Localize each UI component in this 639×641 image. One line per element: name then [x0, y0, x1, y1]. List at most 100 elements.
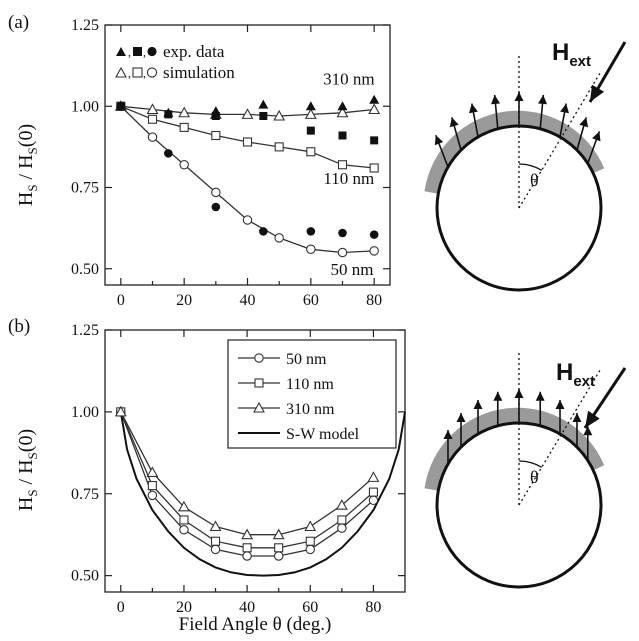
thickness-annotation: 110 nm [323, 169, 374, 188]
arrow-head [535, 391, 545, 401]
field-direction-line [518, 70, 602, 209]
data-point-circle [179, 525, 189, 535]
data-point-solid-square [338, 131, 347, 140]
data-point-triangle [241, 528, 254, 540]
field-direction-line [518, 367, 602, 506]
y-tick-label: 1.25 [71, 17, 99, 34]
data-point-open-square [147, 114, 158, 124]
data-point-solid-circle [259, 227, 268, 236]
axis-ticks: 0 20 40 60 80 0.50 0.75 1.00 1.25 [71, 322, 405, 616]
arrow-head [583, 426, 593, 436]
data-point-open-square [242, 137, 253, 147]
arrow-head [572, 413, 582, 422]
legend-comma: , [128, 45, 131, 59]
data-point-circle [273, 551, 284, 561]
panel-label-a: (a) [8, 12, 29, 33]
data-point-triangle [209, 520, 222, 532]
magnet-schematic-b: θ Hext [424, 353, 627, 589]
data-point-triangle [178, 500, 190, 512]
data-point-triangle [367, 471, 380, 482]
data-point-solid-circle [211, 202, 221, 212]
arrow-head [555, 400, 565, 409]
data-point-triangle [272, 528, 285, 540]
data-point-solid-square [211, 112, 220, 120]
x-tick-label: 20 [176, 292, 192, 309]
y-tick-label: 0.50 [71, 568, 99, 585]
data-point-solid-circle [338, 228, 347, 238]
theta-label: θ [530, 467, 539, 487]
arrow-head [449, 117, 459, 128]
y-tick-label: 0.75 [71, 180, 99, 197]
data-point-triangle [146, 466, 159, 478]
legend-solid-square [133, 47, 142, 56]
legend-comma: , [128, 66, 131, 80]
x-tick-label: 80 [366, 292, 382, 309]
data-point-solid-square [164, 110, 173, 119]
legend-label: 110 nm [286, 376, 334, 393]
thickness-annotation: 310 nm [323, 70, 374, 89]
legend-label-sim: simulation [163, 63, 235, 82]
arrow-head [493, 391, 503, 401]
arrow-head [443, 430, 453, 439]
data-point-open-square [369, 163, 379, 173]
data-point-open-triangle [178, 106, 191, 118]
data-point-solid-circle [164, 149, 173, 158]
data-point-open-triangle [368, 103, 381, 115]
legend-open-square [132, 67, 143, 78]
x-axis-label: Field Angle θ (deg.) [179, 614, 332, 635]
data-point-open-square [337, 160, 348, 170]
data-point-solid-triangle [369, 94, 380, 104]
arrow-head [473, 400, 483, 409]
svg-text:HS / HS(0): HS / HS(0) [15, 124, 40, 206]
data-point-square [368, 487, 378, 497]
external-field-arrowhead [585, 410, 600, 428]
data-point-circle [368, 495, 379, 506]
theta-label: θ [530, 170, 539, 190]
data-point-square [179, 515, 189, 525]
data-point-circle [147, 490, 158, 501]
y-tick-label: 1.25 [71, 322, 99, 339]
data-point-open-square [179, 122, 189, 132]
data-point-open-circle [337, 247, 348, 258]
arrow-head [456, 413, 466, 422]
plot-frame [104, 329, 406, 593]
legend-label: S-W model [286, 426, 360, 443]
arrow-head [514, 389, 524, 398]
x-tick-label: 0 [117, 599, 125, 616]
data-markers [114, 405, 380, 561]
y-axis-label: HS / HS(0) [15, 124, 40, 206]
data-point-open-circle [242, 215, 253, 225]
arrow-head [434, 135, 444, 146]
x-tick-label: 40 [240, 292, 256, 309]
data-point-solid-circle [116, 101, 126, 111]
arrow-head [560, 103, 569, 114]
data-point-open-triangle [336, 106, 349, 118]
legend-solid-circle [147, 46, 157, 57]
arrow-head [469, 103, 478, 114]
data-point-open-circle [274, 233, 284, 243]
data-point-triangle [114, 405, 127, 417]
data-point-open-triangle [304, 108, 317, 119]
x-tick-label: 0 [117, 292, 125, 309]
data-point-solid-triangle [258, 99, 269, 109]
data-markers [114, 94, 381, 258]
field-label: Hext [556, 359, 595, 390]
data-point-open-circle [369, 246, 379, 256]
data-point-square [242, 543, 252, 553]
angle-arc [518, 460, 543, 468]
arrow-head [538, 94, 547, 105]
data-point-open-square [274, 142, 284, 152]
data-point-solid-square [370, 136, 379, 145]
magnet-schematic-a: θ Hext [424, 39, 627, 292]
legend-marker-square [254, 378, 264, 388]
svg-text:HS / HS(0): HS / HS(0) [15, 429, 40, 511]
panel-label-b: (b) [8, 316, 30, 337]
data-point-square [210, 536, 221, 546]
data-point-open-square [306, 147, 316, 157]
y-tick-label: 1.00 [71, 404, 99, 421]
plot-frame [104, 24, 391, 286]
y-tick-label: 0.50 [71, 261, 99, 278]
data-point-solid-square [259, 112, 268, 120]
legend: 50 nm 110 nm 310 nm S-W model [238, 351, 360, 443]
